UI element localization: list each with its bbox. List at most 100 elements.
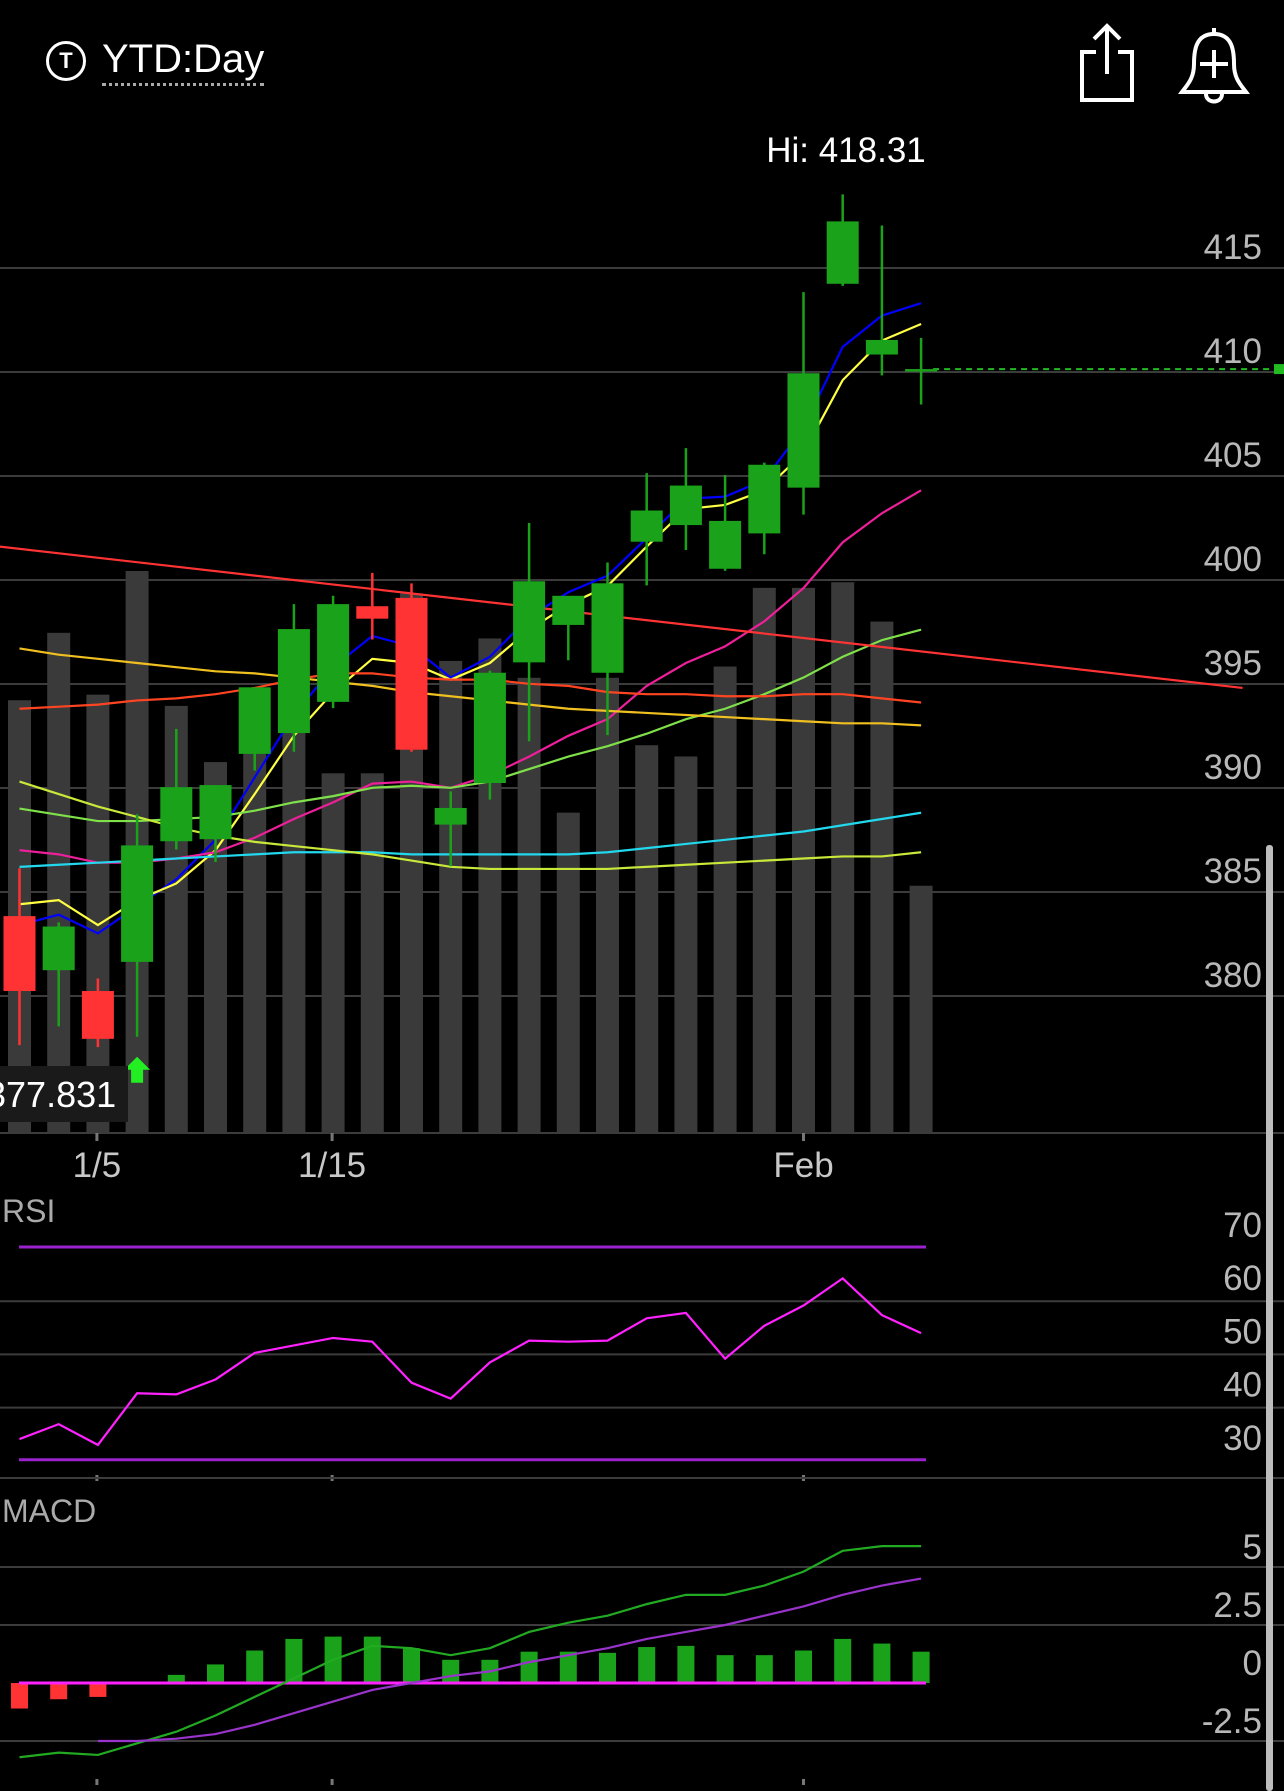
price-tick-label: 400	[1204, 540, 1262, 579]
volume-bar	[870, 621, 894, 1133]
candle-body	[709, 520, 742, 569]
candle-body	[356, 606, 389, 619]
macd-histogram-bar	[599, 1652, 616, 1683]
moving-average-line	[19, 628, 922, 823]
macd-tick-label: -2.5	[1202, 1702, 1262, 1741]
macd-histogram-bar	[363, 1636, 381, 1683]
candle-body	[160, 787, 193, 842]
date-tick-label: 1/15	[298, 1146, 366, 1185]
volume-bar	[831, 582, 855, 1133]
macd-histogram-bar	[716, 1655, 734, 1683]
rsi-line	[19, 1276, 922, 1447]
moving-averages	[19, 302, 922, 935]
macd-histogram-bar	[755, 1655, 773, 1683]
candle-body	[669, 485, 702, 526]
price-tick-label: 405	[1204, 436, 1262, 475]
add-alert-button[interactable]	[1177, 22, 1251, 106]
macd-histogram-bar	[834, 1638, 852, 1683]
volume-bar	[909, 885, 933, 1133]
volume-bar	[517, 677, 541, 1133]
macd-tick-label: 0	[1243, 1644, 1262, 1683]
date-tick-label: 1/5	[73, 1146, 122, 1185]
macd-histogram-bar	[638, 1647, 656, 1683]
macd-histogram-bar	[167, 1674, 185, 1683]
candle-body	[865, 339, 898, 355]
price-tick-label: 380	[1204, 956, 1262, 995]
scrollbar[interactable]	[1266, 845, 1273, 1791]
low-label-bg	[0, 1066, 128, 1122]
rsi-tick-label: 40	[1223, 1366, 1262, 1405]
candle-body	[3, 916, 36, 991]
price-axis: 415 410 405 400 395 390 385 380	[1204, 228, 1262, 995]
moving-average-line	[19, 780, 922, 871]
moving-average-line	[19, 302, 922, 935]
rsi-tick-label: 50	[1223, 1312, 1262, 1351]
candle-body	[81, 991, 114, 1039]
candle-body	[238, 687, 271, 754]
macd-line	[19, 1545, 922, 1759]
timeframe-label: YTD:Day	[102, 37, 265, 86]
macd-histogram-bar	[442, 1659, 460, 1683]
moving-average-line	[19, 489, 922, 864]
macd-histogram-bar	[873, 1643, 891, 1683]
current-price-marker	[1274, 364, 1284, 375]
macd-panel: MACD 5 2.5 0 -2.5	[0, 1493, 1284, 1759]
high-label: Hi: 418.31	[766, 131, 926, 170]
timeframe-selector[interactable]: T YTD:Day	[46, 36, 265, 86]
macd-histogram-bar	[677, 1645, 695, 1683]
macd-tick-label: 5	[1243, 1528, 1262, 1567]
candle-body	[434, 807, 467, 825]
volume-bar	[635, 745, 659, 1133]
rsi-panel: RSI 70 60 50 40 30	[0, 1193, 1284, 1479]
candle-body	[513, 581, 546, 663]
share-icon	[1080, 23, 1134, 102]
macd-histogram-bar	[50, 1683, 68, 1700]
candle-body	[905, 369, 938, 372]
price-tick-label: 390	[1204, 748, 1262, 787]
macd-tick-label: 2.5	[1213, 1586, 1262, 1625]
macd-histogram-bar	[207, 1664, 224, 1683]
date-tick-label: Feb	[773, 1146, 833, 1185]
moving-average-line	[19, 647, 922, 727]
macd-histogram-bar	[403, 1648, 420, 1683]
candle-body	[395, 597, 428, 750]
volume-bar	[596, 677, 619, 1133]
candle-body	[826, 221, 859, 284]
macd-histogram-bar	[795, 1650, 812, 1683]
macd-histogram-bar	[912, 1651, 930, 1683]
volume-bar	[360, 773, 384, 1133]
moving-average-line	[19, 811, 922, 868]
volume-bar	[47, 632, 71, 1133]
candle-body	[473, 672, 506, 783]
candle-body	[121, 845, 154, 962]
volume-bar	[321, 773, 345, 1133]
volume-bar	[556, 812, 580, 1133]
candle-body	[787, 373, 820, 488]
macd-histogram-bar	[89, 1683, 107, 1697]
volume-bar	[439, 660, 463, 1133]
volume-bar	[243, 739, 267, 1133]
share-button[interactable]	[1070, 22, 1142, 106]
rsi-tick-label: 60	[1223, 1259, 1262, 1298]
moving-average-line	[19, 322, 922, 927]
bell-plus-icon	[1177, 28, 1251, 104]
candle-body	[591, 583, 624, 673]
price-tick-label: 385	[1204, 852, 1262, 891]
macd-histogram-bar	[11, 1683, 28, 1709]
macd-title: MACD	[2, 1493, 96, 1529]
volume-bar	[674, 756, 698, 1133]
candle-body	[317, 604, 350, 702]
candle-body	[277, 629, 310, 734]
rsi-tick-label: 70	[1223, 1206, 1262, 1245]
chart-labels: Hi: 418.31 377.831	[0, 131, 926, 1122]
scrollbar-thumb[interactable]	[1266, 845, 1273, 1791]
timeframe-icon: T	[46, 41, 86, 81]
candles	[3, 194, 938, 1083]
candle-body	[199, 785, 232, 840]
moving-average-line	[19, 672, 922, 710]
price-tick-label: 415	[1204, 228, 1262, 267]
chart-header: T YTD:Day	[0, 0, 1284, 120]
buy-arrow-marker	[124, 1056, 151, 1083]
volume-bar	[713, 666, 737, 1133]
